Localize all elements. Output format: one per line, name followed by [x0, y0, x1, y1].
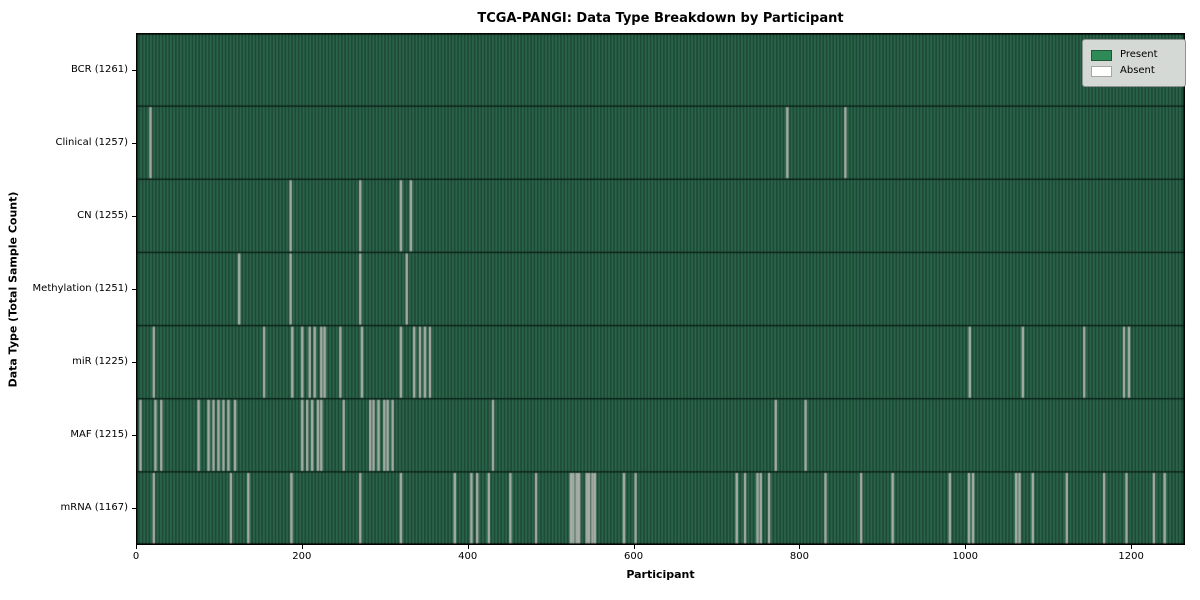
y-tick-mark	[132, 508, 136, 510]
heatmap-plot	[136, 33, 1185, 545]
x-tick-mark	[301, 545, 303, 549]
y-tick-label-MAF: MAF (1215)	[70, 429, 128, 441]
absent-swatch-icon	[1091, 65, 1112, 77]
legend-items: Present Absent	[1091, 48, 1177, 78]
y-tick-label-miR: miR (1225)	[72, 356, 128, 368]
chart-title: TCGA-PANGI: Data Type Breakdown by Parti…	[477, 11, 844, 26]
x-tick-mark	[965, 545, 967, 549]
y-tick-mark	[132, 142, 136, 144]
x-tick-label-1200: 1200	[1118, 551, 1144, 562]
y-tick-mark	[132, 215, 136, 217]
x-tick-mark	[799, 545, 801, 549]
y-tick-label-BCR: BCR (1261)	[70, 63, 128, 75]
x-tick-mark	[136, 545, 137, 549]
y-tick-label-Clinical: Clinical (1257)	[55, 136, 129, 148]
y-tick-label-CN: CN (1255)	[77, 209, 128, 221]
x-tick-label-1000: 1000	[952, 551, 978, 562]
heatmap-canvas	[136, 33, 1185, 545]
x-tick-label-0: 0	[132, 551, 140, 562]
legend: Present Absent	[1082, 39, 1186, 87]
y-tick-mark	[132, 289, 136, 290]
y-tick-mark	[132, 435, 136, 437]
legend-label: Present	[1120, 49, 1158, 60]
x-tick-label-400: 400	[458, 551, 478, 562]
present-swatch-icon	[1091, 49, 1112, 61]
y-tick-mark	[132, 362, 136, 364]
x-tick-mark	[1131, 545, 1133, 549]
x-tick-mark	[633, 545, 635, 549]
legend-item-absent: Absent	[1091, 64, 1177, 78]
y-tick-mark	[132, 69, 136, 71]
x-tick-label-800: 800	[789, 551, 809, 562]
y-tick-label-Methylation: Methylation (1251)	[32, 283, 128, 294]
legend-label: Absent	[1120, 65, 1155, 76]
x-tick-label-200: 200	[292, 551, 312, 562]
y-tick-label-mRNA: mRNA (1167)	[60, 502, 128, 514]
x-tick-label-600: 600	[624, 551, 644, 562]
legend-item-present: Present	[1091, 48, 1177, 62]
x-tick-mark	[467, 545, 469, 549]
x-axis-title: Participant	[626, 568, 695, 581]
